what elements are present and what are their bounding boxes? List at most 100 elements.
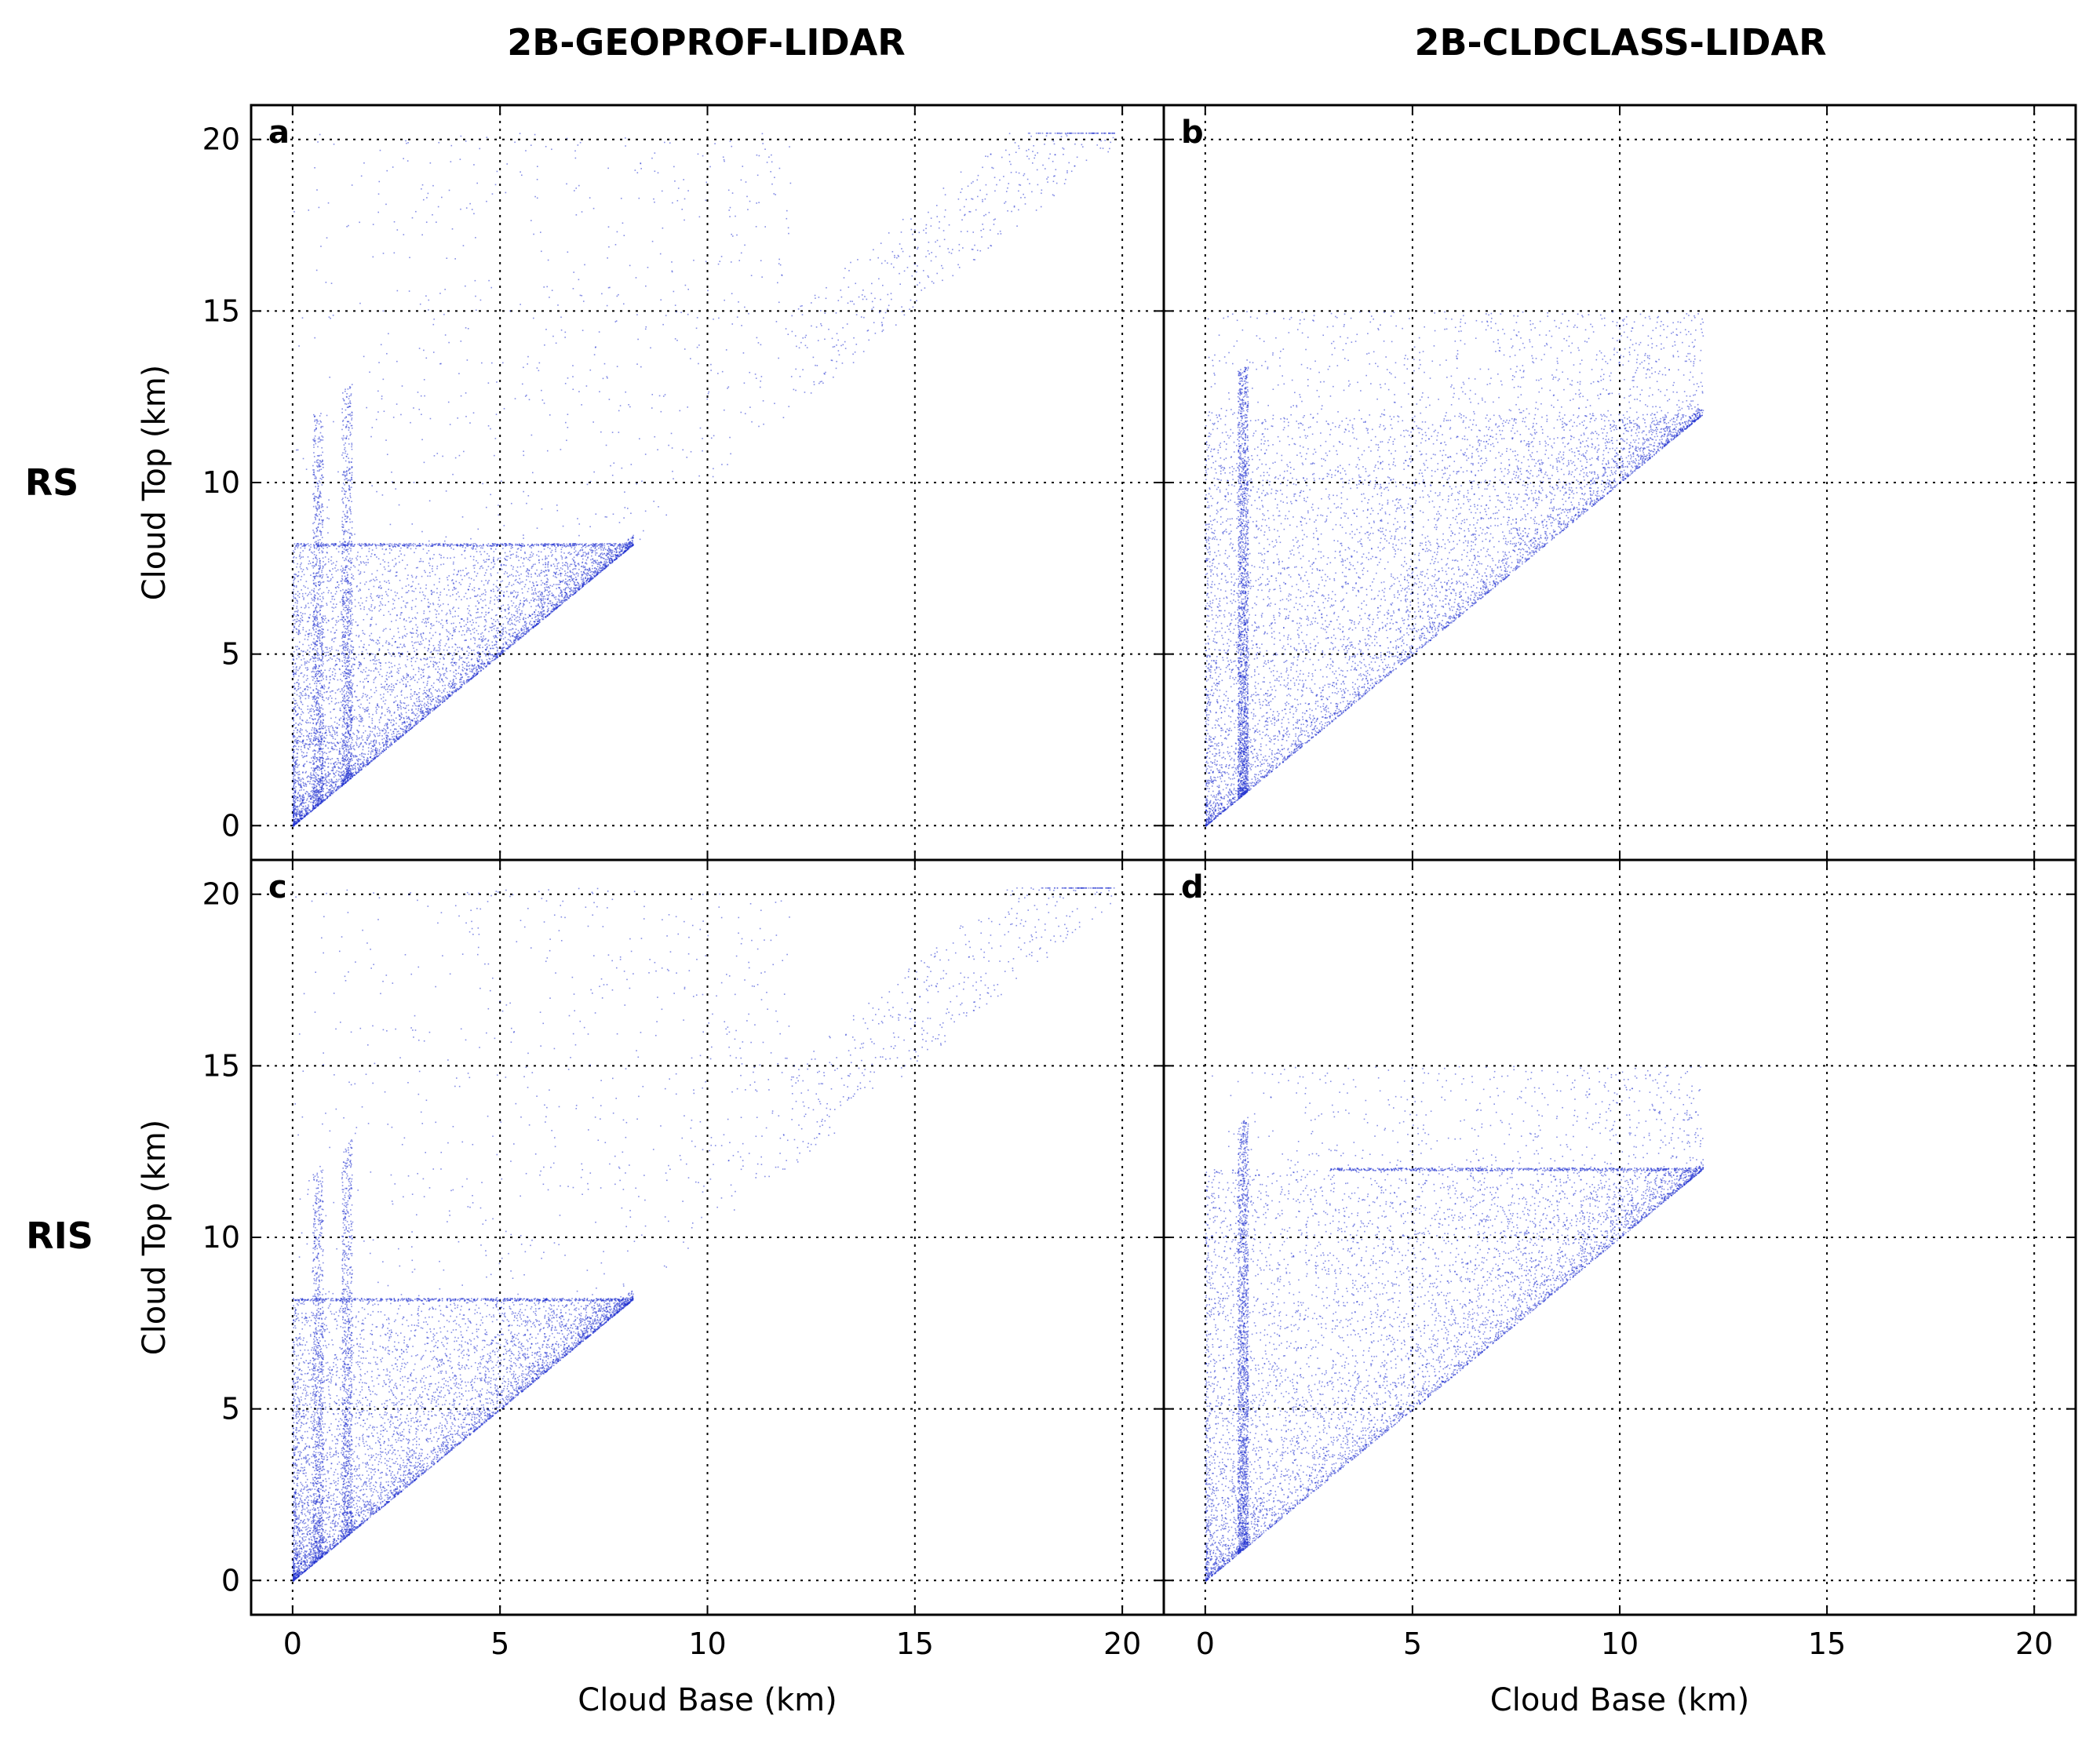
scatter-point <box>346 392 348 395</box>
scatter-point <box>296 607 297 609</box>
scatter-point <box>624 549 625 552</box>
scatter-point <box>314 755 315 757</box>
scatter-point <box>406 725 408 727</box>
scatter-point <box>345 497 347 498</box>
scatter-point <box>606 554 608 556</box>
scatter-point <box>326 756 329 758</box>
scatter-point <box>370 753 372 755</box>
scatter-point <box>317 508 319 510</box>
scatter-point <box>796 345 797 348</box>
scatter-point <box>366 707 367 709</box>
scatter-point <box>351 741 353 744</box>
scatter-point <box>306 722 308 724</box>
scatter-point <box>791 315 793 317</box>
scatter-point <box>438 596 439 599</box>
scatter-point <box>343 746 345 749</box>
scatter-point <box>415 577 417 579</box>
scatter-point <box>359 571 362 573</box>
scatter-point <box>319 676 321 678</box>
scatter-point <box>312 473 314 475</box>
scatter-point <box>613 545 615 547</box>
scatter-point <box>350 714 352 716</box>
scatter-point <box>504 609 505 610</box>
scatter-point <box>496 657 498 659</box>
scatter-point <box>483 616 486 617</box>
scatter-point <box>352 675 355 677</box>
scatter-point <box>316 418 318 421</box>
scatter-point <box>347 752 349 754</box>
scatter-point <box>406 602 407 604</box>
scatter-point <box>316 679 318 682</box>
scatter-point <box>316 789 319 792</box>
scatter-point <box>320 496 322 498</box>
scatter-point <box>352 768 354 770</box>
scatter-point <box>490 548 492 550</box>
scatter-point <box>460 544 461 545</box>
scatter-point <box>308 735 310 738</box>
scatter-point <box>293 688 296 690</box>
scatter-point <box>476 629 478 632</box>
scatter-point <box>368 750 370 752</box>
scatter-point <box>422 544 424 545</box>
scatter-point <box>418 348 421 349</box>
scatter-point <box>860 316 862 318</box>
scatter-point <box>403 643 405 646</box>
scatter-point <box>374 735 377 738</box>
scatter-point <box>319 454 320 457</box>
scatter-point <box>293 692 296 694</box>
scatter-point <box>360 654 363 656</box>
scatter-point <box>523 597 525 599</box>
scatter-point <box>603 562 605 564</box>
scatter-point <box>467 608 468 610</box>
scatter-point <box>596 568 597 570</box>
scatter-point <box>345 644 347 647</box>
scatter-point <box>310 546 312 548</box>
column-title-geoprof: 2B-GEOPROF-LIDAR <box>507 21 905 64</box>
scatter-point <box>370 435 372 438</box>
scatter-point <box>307 744 309 745</box>
scatter-point <box>468 612 469 614</box>
scatter-point <box>428 675 430 677</box>
scatter-point <box>554 605 556 607</box>
scatter-point <box>665 315 667 316</box>
scatter-point <box>356 738 358 741</box>
scatter-point <box>342 419 345 421</box>
scatter-point <box>317 795 319 797</box>
scatter-point <box>531 544 534 546</box>
scatter-point <box>474 672 476 675</box>
scatter-point <box>611 553 613 555</box>
scatter-point <box>583 579 585 581</box>
scatter-point <box>540 544 541 545</box>
scatter-point <box>294 771 297 773</box>
scatter-point <box>293 802 295 804</box>
scatter-point <box>503 573 505 575</box>
scatter-point <box>309 563 312 564</box>
scatter-point <box>342 774 344 776</box>
scatter-point <box>313 493 315 494</box>
scatter-point <box>312 529 314 531</box>
scatter-point <box>328 792 330 794</box>
scatter-point <box>376 595 377 597</box>
scatter-point <box>380 588 382 589</box>
scatter-point <box>472 636 475 639</box>
scatter-point <box>394 591 396 593</box>
scatter-point <box>831 359 833 362</box>
scatter-point <box>618 556 619 558</box>
scatter-point <box>357 624 359 626</box>
scatter-point <box>348 224 349 227</box>
scatter-point <box>356 684 358 687</box>
scatter-point <box>346 471 348 473</box>
scatter-point <box>343 621 345 623</box>
scatter-point <box>979 189 981 191</box>
scatter-point <box>537 166 538 168</box>
scatter-point <box>351 658 352 660</box>
scatter-point <box>315 582 317 584</box>
scatter-point <box>336 778 337 781</box>
scatter-point <box>504 552 506 554</box>
scatter-point <box>385 730 387 732</box>
scatter-point <box>312 697 315 699</box>
scatter-point <box>315 628 317 630</box>
scatter-point <box>365 710 367 712</box>
scatter-point <box>439 640 440 643</box>
scatter-point <box>499 617 501 618</box>
